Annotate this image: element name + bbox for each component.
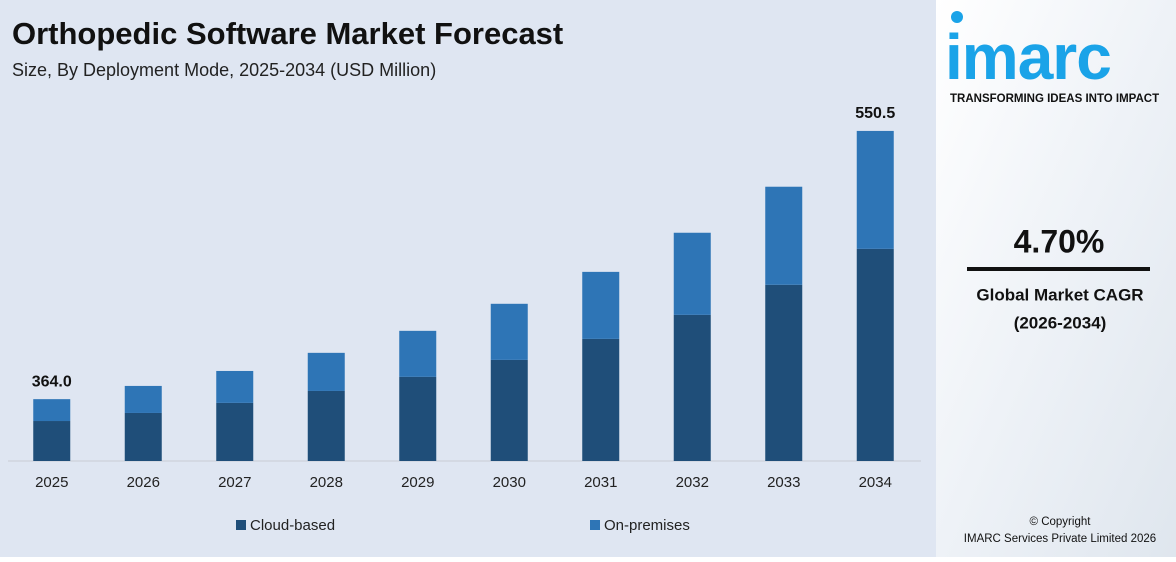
x-tick-label: 2027 xyxy=(218,474,251,491)
x-tick-label: 2026 xyxy=(127,474,160,491)
x-tick-label: 2025 xyxy=(35,474,68,491)
x-tick-label: 2030 xyxy=(493,474,526,491)
bar-segment xyxy=(307,390,345,461)
bar-segment xyxy=(399,376,437,461)
x-tick-label: 2033 xyxy=(767,474,800,491)
cagr-label: Global Market CAGR xyxy=(976,285,1143,304)
bar-segment xyxy=(399,330,437,377)
x-tick-label: 2032 xyxy=(676,474,709,491)
bar-segment xyxy=(490,303,528,360)
bar-segment xyxy=(856,130,894,249)
sidebar-background xyxy=(936,0,1176,557)
logo: imarc xyxy=(945,21,1111,93)
bar-segment xyxy=(124,385,162,413)
bar-segment xyxy=(582,338,620,461)
x-tick-label: 2031 xyxy=(584,474,617,491)
cagr-divider xyxy=(967,267,1150,271)
chart-subtitle: Size, By Deployment Mode, 2025-2034 (USD… xyxy=(12,60,436,80)
cagr-period: (2026-2034) xyxy=(1014,313,1107,332)
bar-segment xyxy=(490,359,528,461)
bar-segment xyxy=(765,186,803,285)
company: IMARC Services Private Limited 2026 xyxy=(964,533,1156,545)
bar-segment xyxy=(673,232,711,315)
tagline: TRANSFORMING IDEAS INTO IMPACT xyxy=(950,93,1159,105)
legend-swatch xyxy=(236,520,246,530)
bar-segment xyxy=(307,352,345,391)
bar-segment xyxy=(216,402,254,461)
chart-title: Orthopedic Software Market Forecast xyxy=(12,16,563,51)
total-label: 550.5 xyxy=(855,105,895,122)
bar-segment xyxy=(33,421,71,461)
legend-label: On-premises xyxy=(604,517,690,534)
bar-segment xyxy=(124,412,162,461)
bar-segment xyxy=(856,248,894,461)
bar-segment xyxy=(673,314,711,461)
bar-segment xyxy=(582,271,620,339)
bar-segment xyxy=(33,399,71,422)
legend-swatch xyxy=(590,520,600,530)
x-tick-label: 2028 xyxy=(310,474,343,491)
copyright: © Copyright xyxy=(1030,516,1092,528)
total-label: 364.0 xyxy=(32,373,72,390)
bar-segment xyxy=(216,370,254,403)
x-tick-label: 2034 xyxy=(859,474,892,491)
legend-label: Cloud-based xyxy=(250,517,335,534)
bar-segment xyxy=(765,284,803,461)
cagr-value: 4.70% xyxy=(1014,223,1105,259)
logo-dot xyxy=(951,11,963,23)
x-tick-label: 2029 xyxy=(401,474,434,491)
